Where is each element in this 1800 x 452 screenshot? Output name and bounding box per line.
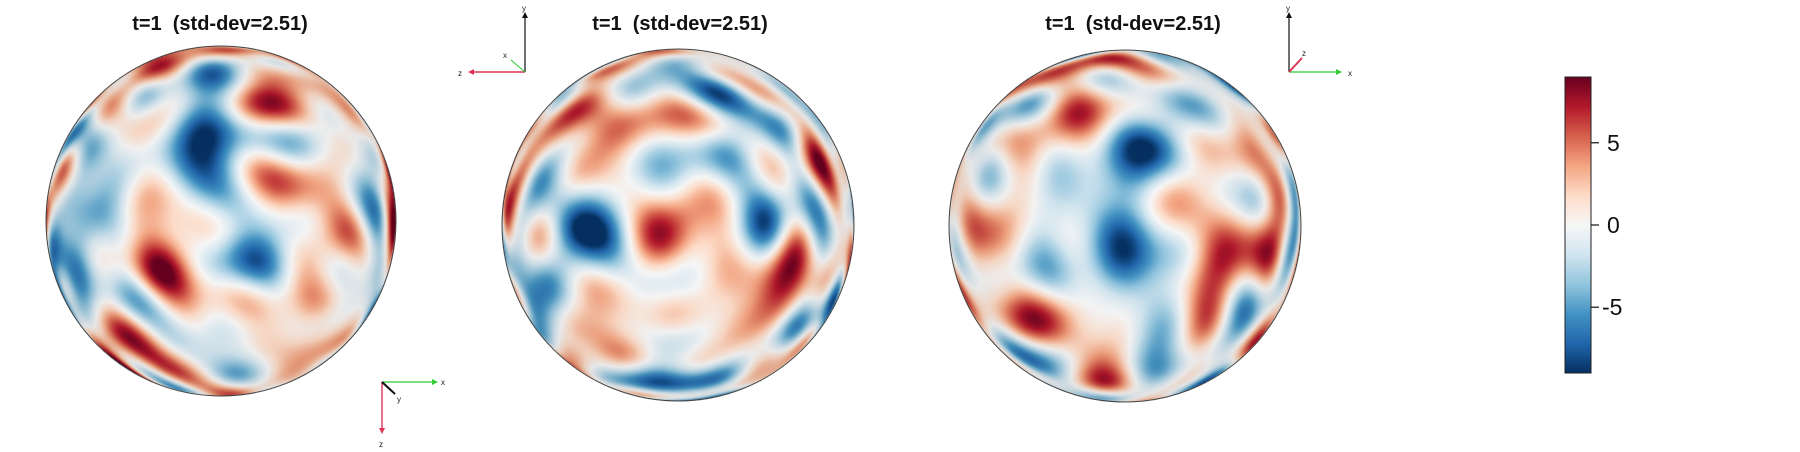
sphere-outline-3	[948, 49, 1302, 403]
axes-triad-2: z y x	[458, 4, 528, 78]
colorbar-tick-label: 0	[1607, 212, 1620, 238]
colorbar-gradient	[1564, 76, 1592, 374]
triad-1-d-label: y	[397, 395, 401, 404]
sphere-field-3	[949, 50, 1301, 402]
triad-3-v-label: y	[1286, 4, 1290, 13]
triad-1-v-label: z	[379, 440, 383, 449]
sphere-field-2	[502, 49, 854, 401]
panel-title-2: t=1 (std-dev=2.51)	[592, 13, 768, 35]
triad-2-h-label: z	[458, 69, 462, 78]
sphere-field-1	[46, 46, 396, 396]
axes-triad-1: x z y	[379, 378, 445, 449]
sphere-outline-2	[501, 48, 855, 402]
triad-2-d-label: x	[503, 51, 507, 60]
colorbar-tick-label: -5	[1602, 294, 1622, 320]
triad-1-h-label: x	[441, 378, 445, 387]
triad-3-d-label: z	[1302, 49, 1306, 58]
panel-title-1: t=1 (std-dev=2.51)	[132, 13, 308, 35]
colorbar-ticks: 5 0 -5	[1591, 130, 1622, 320]
axes-triad-3: x y z	[1286, 4, 1352, 78]
colorbar-tick-label: 5	[1607, 130, 1620, 156]
triad-2-v-label: y	[522, 4, 526, 13]
triad-3-h-label: x	[1348, 69, 1352, 78]
panel-title-3: t=1 (std-dev=2.51)	[1045, 13, 1221, 35]
colorbar: 5 0 -5	[1564, 76, 1622, 374]
sphere-outline-1	[45, 45, 397, 397]
